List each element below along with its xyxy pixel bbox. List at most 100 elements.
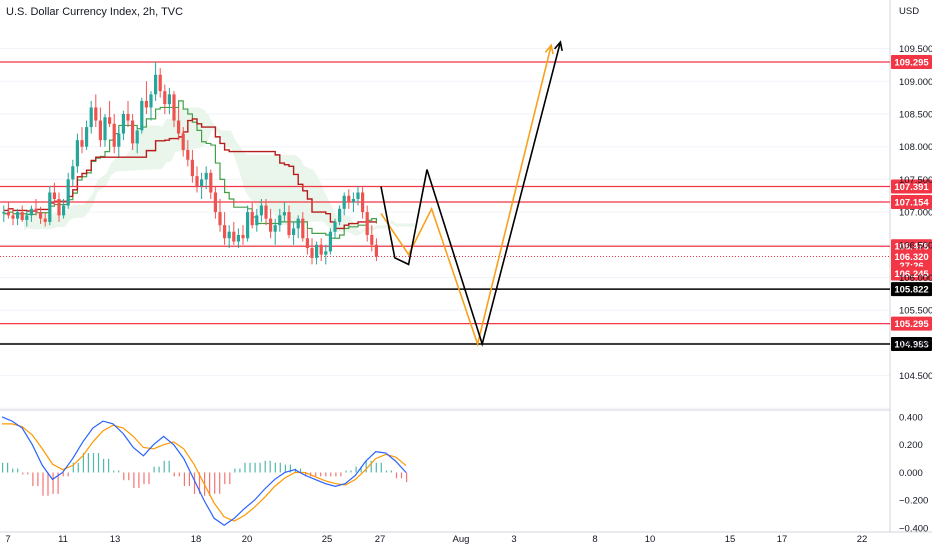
histogram-bar bbox=[375, 462, 377, 473]
candle-body bbox=[80, 140, 84, 147]
histogram-bar bbox=[254, 462, 256, 473]
horizontal-levels[interactable]: 109.295 107.391 107.154 106.478 105.822 105.2… bbox=[0, 55, 932, 351]
candle-body bbox=[213, 192, 217, 213]
projection-arrowhead bbox=[553, 40, 563, 52]
candle-body bbox=[200, 179, 204, 186]
candle-body bbox=[172, 94, 176, 121]
candle-body bbox=[177, 120, 181, 134]
histogram-bar bbox=[133, 472, 135, 489]
candle-body bbox=[62, 205, 66, 216]
projection-paths[interactable] bbox=[380, 40, 563, 347]
candle-body bbox=[29, 208, 33, 216]
time-tick-label: 15 bbox=[725, 534, 736, 545]
candle-body bbox=[328, 231, 332, 252]
histogram-bar bbox=[27, 472, 29, 475]
histogram-bar bbox=[178, 472, 180, 477]
osc-tick-label: −0.400 bbox=[899, 524, 928, 535]
histogram-bar bbox=[264, 460, 266, 473]
histogram-bar bbox=[335, 472, 337, 477]
candle-body bbox=[338, 208, 342, 222]
ichimoku-cloud bbox=[23, 107, 415, 236]
histogram-bar bbox=[57, 472, 59, 494]
candle-body bbox=[356, 192, 360, 200]
candle-body bbox=[246, 212, 250, 239]
histogram-bar bbox=[12, 468, 14, 473]
time-tick-label: 17 bbox=[777, 534, 788, 545]
candle-body bbox=[16, 212, 20, 219]
candle-body bbox=[259, 205, 263, 216]
level-tag-label: 105.822 bbox=[894, 285, 928, 296]
time-tick-label: 13 bbox=[110, 534, 121, 545]
price-tick-label: 109.000 bbox=[899, 77, 932, 88]
histogram-bar bbox=[198, 472, 201, 494]
price-tick-label: 104.500 bbox=[899, 371, 932, 382]
price-tick-label: 105.000 bbox=[899, 338, 932, 349]
candle-body bbox=[94, 107, 98, 121]
extra-price-label: 106.245 bbox=[894, 269, 929, 280]
histogram-bar bbox=[284, 464, 286, 473]
candle-body bbox=[324, 251, 328, 255]
histogram-bar bbox=[229, 472, 231, 485]
histogram-bar bbox=[365, 460, 367, 473]
candle-body bbox=[85, 127, 89, 147]
candle-body bbox=[71, 166, 75, 180]
histogram-bar bbox=[234, 468, 236, 473]
candle-body bbox=[282, 212, 286, 216]
histogram-bar bbox=[118, 470, 120, 473]
candle-body bbox=[20, 212, 24, 220]
candle-body bbox=[223, 225, 227, 239]
histogram-bar bbox=[320, 472, 322, 477]
level-tag-label: 105.295 bbox=[894, 319, 929, 330]
candle-body bbox=[361, 192, 365, 213]
candle-body bbox=[264, 205, 268, 219]
candle-body bbox=[370, 234, 374, 245]
price-tick-label: 108.500 bbox=[899, 109, 932, 120]
candle-body bbox=[181, 133, 185, 150]
time-tick-label: 20 bbox=[242, 534, 253, 545]
histogram-bar bbox=[239, 468, 241, 473]
histogram-bar bbox=[47, 472, 49, 496]
histogram-bar bbox=[82, 453, 84, 473]
histogram-bar bbox=[62, 472, 64, 477]
candle-body bbox=[75, 140, 79, 167]
conversion-line bbox=[3, 100, 377, 239]
candle-body bbox=[121, 113, 125, 134]
candle-body bbox=[39, 212, 43, 219]
candle-body bbox=[112, 123, 116, 147]
level-tag bbox=[891, 55, 932, 69]
candle-body bbox=[236, 234, 240, 242]
candle-body bbox=[374, 244, 378, 257]
histogram-bar bbox=[400, 472, 403, 479]
price-tick-label: 105.500 bbox=[899, 306, 932, 317]
candle-body bbox=[195, 176, 199, 186]
currency-label: USD bbox=[899, 6, 919, 17]
candle-body bbox=[144, 100, 148, 108]
candle-body bbox=[351, 199, 355, 203]
last-price-label: 106.320 bbox=[894, 252, 928, 263]
candle-body bbox=[319, 244, 323, 255]
candle-body bbox=[34, 208, 38, 213]
histogram-bar bbox=[209, 472, 211, 496]
histogram-bar bbox=[163, 460, 165, 473]
last-price-tag bbox=[891, 249, 932, 272]
histogram-bar bbox=[97, 453, 100, 473]
osc-tick-label: 0.200 bbox=[899, 440, 923, 451]
candle-body bbox=[250, 212, 254, 226]
histogram-bar bbox=[315, 472, 317, 477]
time-tick-label: 22 bbox=[857, 534, 868, 545]
candle-body bbox=[342, 195, 346, 209]
candle-body bbox=[305, 238, 309, 249]
candle-body bbox=[241, 234, 245, 239]
histogram-bar bbox=[279, 462, 281, 473]
histogram-bar bbox=[123, 472, 125, 481]
candle-body bbox=[167, 94, 171, 105]
osc-tick-label: −0.200 bbox=[899, 496, 928, 507]
extra-price-tag bbox=[891, 266, 932, 281]
level-tag bbox=[891, 337, 932, 351]
histogram-bar bbox=[32, 472, 34, 487]
histogram-bar bbox=[249, 462, 251, 473]
histogram-bar bbox=[385, 470, 387, 473]
candle-body bbox=[163, 91, 167, 105]
candle-body bbox=[204, 172, 208, 180]
